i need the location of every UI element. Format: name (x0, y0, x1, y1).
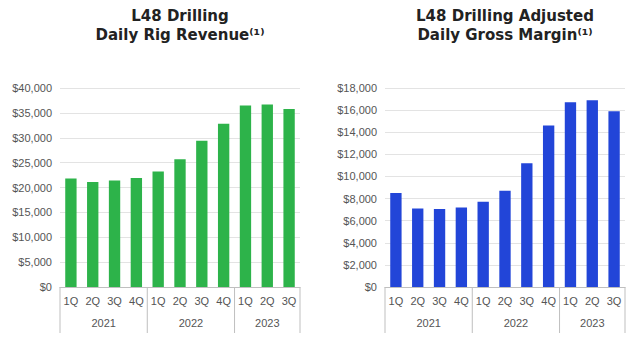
svg-text:2022: 2022 (179, 317, 203, 329)
svg-text:2Q: 2Q (498, 295, 513, 307)
svg-text:$10,000: $10,000 (12, 231, 52, 243)
svg-text:$18,000: $18,000 (337, 82, 377, 94)
svg-text:$15,000: $15,000 (12, 206, 52, 218)
svg-text:4Q: 4Q (454, 295, 469, 307)
svg-text:3Q: 3Q (194, 295, 209, 307)
svg-text:2021: 2021 (416, 317, 440, 329)
svg-text:$20,000: $20,000 (12, 182, 52, 194)
svg-text:$6,000: $6,000 (343, 215, 377, 227)
svg-text:4Q: 4Q (216, 295, 231, 307)
svg-text:1Q: 1Q (151, 295, 166, 307)
svg-text:$16,000: $16,000 (337, 104, 377, 116)
svg-text:Daily Gross Margin⁽¹⁾: Daily Gross Margin⁽¹⁾ (417, 26, 592, 44)
svg-text:1Q: 1Q (64, 295, 79, 307)
svg-text:3Q: 3Q (107, 295, 122, 307)
svg-text:2023: 2023 (580, 317, 604, 329)
svg-text:$35,000: $35,000 (12, 107, 52, 119)
svg-text:2023: 2023 (255, 317, 279, 329)
svg-text:$2,000: $2,000 (343, 259, 377, 271)
svg-text:$25,000: $25,000 (12, 157, 52, 169)
svg-text:3Q: 3Q (282, 295, 297, 307)
svg-text:$0: $0 (40, 281, 52, 293)
svg-text:L48 Drilling Adjusted: L48 Drilling Adjusted (416, 7, 594, 25)
svg-text:$14,000: $14,000 (337, 126, 377, 138)
svg-text:3Q: 3Q (519, 295, 534, 307)
svg-text:2021: 2021 (91, 317, 115, 329)
svg-text:1Q: 1Q (476, 295, 491, 307)
svg-text:$0: $0 (365, 281, 377, 293)
svg-text:3Q: 3Q (432, 295, 447, 307)
svg-text:1Q: 1Q (238, 295, 253, 307)
svg-text:$4,000: $4,000 (343, 237, 377, 249)
svg-text:2Q: 2Q (85, 295, 100, 307)
svg-text:1Q: 1Q (389, 295, 404, 307)
svg-text:2Q: 2Q (173, 295, 188, 307)
svg-text:Daily Rig Revenue⁽¹⁾: Daily Rig Revenue⁽¹⁾ (96, 26, 265, 44)
svg-text:2022: 2022 (504, 317, 528, 329)
svg-text:$30,000: $30,000 (12, 132, 52, 144)
svg-text:$5,000: $5,000 (18, 256, 52, 268)
svg-text:4Q: 4Q (541, 295, 556, 307)
svg-text:$12,000: $12,000 (337, 148, 377, 160)
svg-text:2Q: 2Q (410, 295, 425, 307)
svg-text:1Q: 1Q (563, 295, 578, 307)
svg-text:4Q: 4Q (129, 295, 144, 307)
svg-text:$8,000: $8,000 (343, 193, 377, 205)
svg-text:$40,000: $40,000 (12, 82, 52, 94)
svg-text:L48 Drilling: L48 Drilling (131, 7, 229, 25)
svg-text:3Q: 3Q (607, 295, 622, 307)
svg-text:2Q: 2Q (585, 295, 600, 307)
svg-text:$10,000: $10,000 (337, 170, 377, 182)
svg-text:2Q: 2Q (260, 295, 275, 307)
